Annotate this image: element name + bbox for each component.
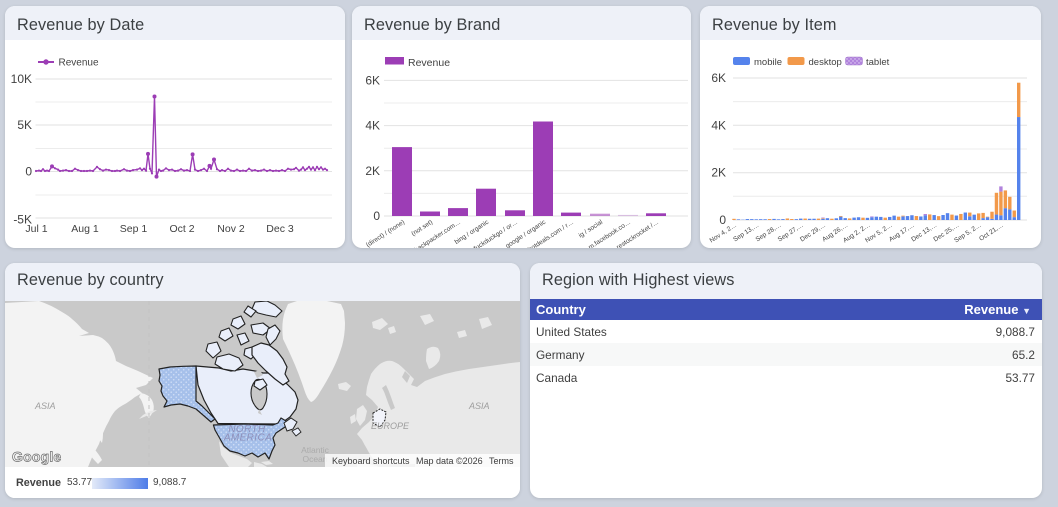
svg-text:Nov 2: Nov 2: [217, 223, 245, 235]
svg-text:0: 0: [373, 209, 380, 223]
svg-text:Revenue: Revenue: [59, 58, 99, 69]
svg-text:Sep 1: Sep 1: [120, 223, 148, 235]
svg-text:Terms: Terms: [489, 456, 514, 466]
svg-text:0: 0: [719, 213, 726, 227]
svg-text:Map data ©2026: Map data ©2026: [416, 456, 483, 466]
svg-text:4K: 4K: [365, 119, 380, 133]
svg-text:desktop: desktop: [809, 57, 842, 68]
svg-text:6K: 6K: [365, 74, 380, 88]
svg-text:ASIA: ASIA: [34, 401, 56, 411]
svg-text:5K: 5K: [17, 118, 32, 132]
svg-text:mobile: mobile: [754, 57, 782, 68]
svg-text:2K: 2K: [711, 166, 726, 180]
svg-text:2K: 2K: [365, 164, 380, 178]
svg-text:Ocean: Ocean: [302, 454, 327, 464]
svg-text:ASIA: ASIA: [468, 401, 490, 411]
svg-text:6K: 6K: [711, 71, 726, 85]
svg-text:-5K: -5K: [13, 213, 32, 227]
svg-text:Oct 21,…: Oct 21,…: [978, 222, 1005, 243]
svg-text:4K: 4K: [711, 118, 726, 132]
svg-text:(not set): (not set): [410, 219, 434, 238]
svg-text:Google: Google: [12, 449, 61, 465]
svg-text:EUROPE: EUROPE: [371, 421, 410, 431]
svg-text:AMERICA: AMERICA: [223, 433, 272, 444]
svg-text:NORTH: NORTH: [228, 424, 266, 435]
svg-text:tablet: tablet: [866, 57, 890, 68]
svg-text:Oct 2: Oct 2: [169, 223, 194, 235]
svg-text:(direct) / (none): (direct) / (none): [365, 219, 406, 248]
svg-text:Atlantic: Atlantic: [301, 445, 330, 455]
svg-text:Jul 1: Jul 1: [25, 223, 47, 235]
svg-text:Keyboard shortcuts: Keyboard shortcuts: [332, 456, 410, 466]
svg-text:hotdeals.com / r…: hotdeals.com / r…: [527, 219, 575, 248]
svg-text:Dec 3: Dec 3: [266, 223, 294, 235]
svg-text:0: 0: [25, 165, 32, 179]
svg-text:10K: 10K: [11, 72, 32, 86]
svg-text:Aug 1: Aug 1: [71, 223, 99, 235]
svg-text:Revenue: Revenue: [408, 57, 450, 69]
